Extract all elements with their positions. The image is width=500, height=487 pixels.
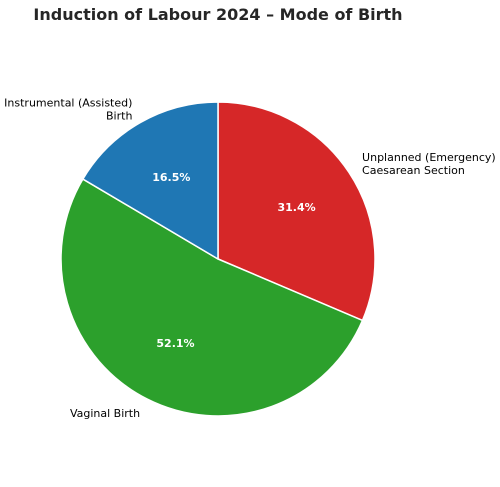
pie-category-label-line: Birth xyxy=(106,109,132,122)
chart-title: Induction of Labour 2024 – Mode of Birth xyxy=(33,5,402,24)
pie-slice-instrumental-assisted-birth xyxy=(82,101,219,260)
slices-layer xyxy=(60,101,376,417)
pie-category-label-line: Instrumental (Assisted) xyxy=(4,96,132,109)
pie-category-label-unplanned-emergency-caesarean-section: Unplanned (Emergency) Caesarean Section xyxy=(362,151,496,177)
pie-category-label-line: Caesarean Section xyxy=(362,164,465,177)
pie-pct-label-unplanned-emergency-caesarean-section: 31.4% xyxy=(277,201,315,214)
pie-category-label-line: Vaginal Birth xyxy=(70,407,140,420)
pie-category-label-line: Unplanned (Emergency) xyxy=(362,151,496,164)
labels-layer: 31.4% Unplanned (Emergency) Caesarean Sect… xyxy=(4,96,495,420)
pie-category-label-vaginal-birth: Vaginal Birth xyxy=(70,407,140,420)
pie-slice-vaginal-birth xyxy=(60,178,364,417)
pie-category-label-instrumental-assisted-birth: Instrumental (Assisted) Birth xyxy=(4,96,132,122)
pie-slice-unplanned-emergency-caesarean-section xyxy=(217,101,376,322)
pie-pct-label-instrumental-assisted-birth: 16.5% xyxy=(152,171,190,184)
pie-pct-label-vaginal-birth: 52.1% xyxy=(156,337,194,350)
